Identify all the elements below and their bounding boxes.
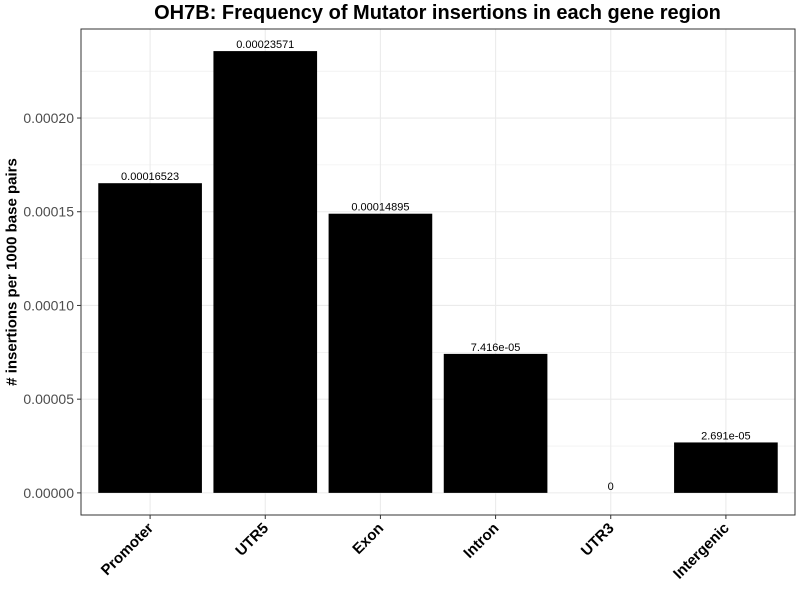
data-labels: 0.00016523 0.00023571 0.00014895 7.416e-05 0… xyxy=(121,39,751,493)
chart-title: OH7B: Frequency of Mutator insertions in… xyxy=(154,2,721,24)
bar-utr5 xyxy=(213,51,318,493)
y-axis: 0.00000 0.00005 0.00010 0.00015 0.00020 xyxy=(23,110,81,501)
x-tick-label: UTR5 xyxy=(232,520,272,560)
x-axis: Promoter UTR5 Exon Intron UTR3 Intergenic xyxy=(98,515,733,583)
data-label: 0.00023571 xyxy=(236,39,294,51)
y-tick-label: 0.00015 xyxy=(23,204,74,220)
y-tick-label: 0.00010 xyxy=(23,297,74,313)
data-label: 2.691e-05 xyxy=(701,430,751,442)
y-tick-label: 0.00005 xyxy=(23,391,74,407)
data-label: 0.00014895 xyxy=(351,202,409,214)
x-tick-label: Promoter xyxy=(98,520,157,579)
data-label: 7.416e-05 xyxy=(471,342,521,354)
bar-exon xyxy=(328,213,433,493)
data-label: 0.00016523 xyxy=(121,171,179,183)
bars xyxy=(98,51,778,493)
y-tick-label: 0.00000 xyxy=(23,485,74,501)
data-label: 0 xyxy=(608,481,614,493)
x-tick-label: Exon xyxy=(349,520,387,558)
x-tick-label: UTR3 xyxy=(578,520,618,560)
bar-intron xyxy=(443,353,548,493)
panel-border xyxy=(80,28,796,516)
x-tick-label: Intergenic xyxy=(670,520,733,583)
y-tick-label: 0.00020 xyxy=(23,110,74,126)
x-tick-label: Intron xyxy=(460,520,502,562)
bar-promoter xyxy=(98,183,202,493)
bar-intergenic xyxy=(674,442,778,493)
